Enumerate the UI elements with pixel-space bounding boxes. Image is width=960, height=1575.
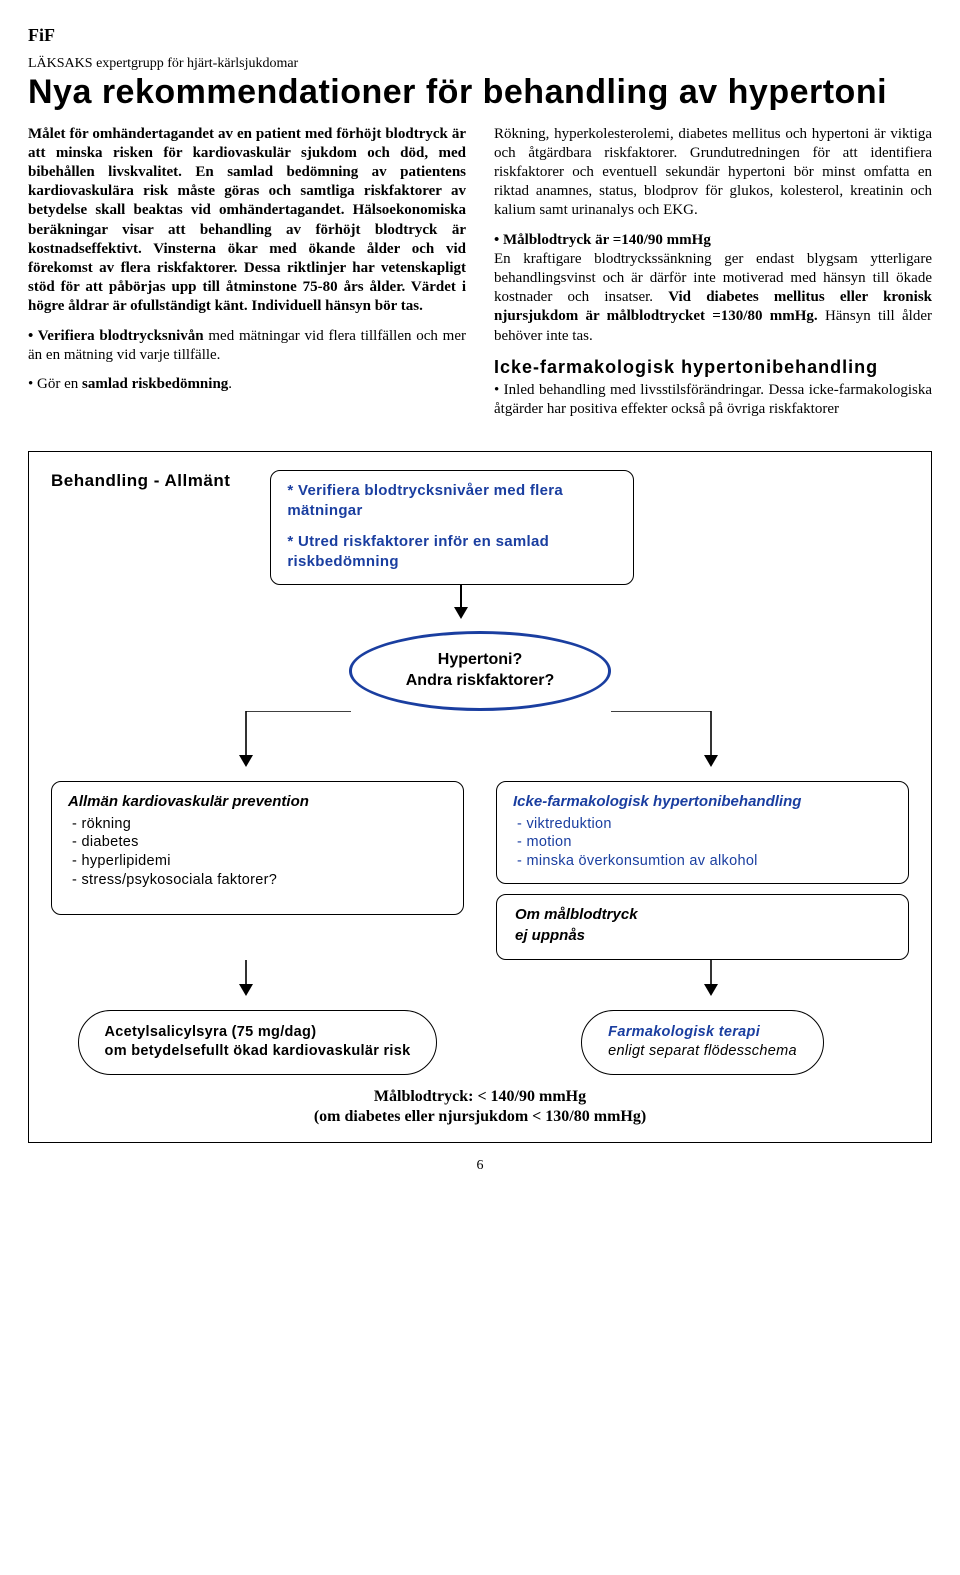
verify-line-1: * Verifiera blodtrycksnivåer med flera m… bbox=[287, 481, 617, 522]
pharm-title: Farmakologisk terapi bbox=[608, 1023, 797, 1043]
nonpharm-box: Icke-farmakologisk hypertonibehandling v… bbox=[496, 781, 909, 884]
mid-row: Allmän kardiovaskulär prevention rökning… bbox=[51, 781, 909, 960]
pharm-pill: Farmakologisk terapi enligt separat flöd… bbox=[581, 1010, 824, 1075]
decision-row: Hypertoni? Andra riskfaktorer? bbox=[51, 631, 909, 711]
list-item: rökning bbox=[72, 815, 447, 834]
nonpharm-list: viktreduktion motion minska överkonsumti… bbox=[513, 815, 892, 871]
asa-pill: Acetylsalicylsyra (75 mg/dag) om betydel… bbox=[78, 1010, 438, 1075]
asa-line-1: Acetylsalicylsyra (75 mg/dag) bbox=[105, 1023, 411, 1043]
list-item: minska överkonsumtion av alkohol bbox=[517, 852, 892, 871]
left-bullet-1: • Verifiera blodtrycksnivån med mätninga… bbox=[28, 327, 466, 365]
follow-line-1: Om målblodtryck bbox=[515, 905, 890, 924]
arrow-1 bbox=[51, 585, 909, 621]
nonpharm-col: Icke-farmakologisk hypertonibehandling v… bbox=[496, 781, 909, 960]
right-para-3: • Inled behandling med livsstilsförändri… bbox=[494, 381, 932, 419]
list-item: motion bbox=[517, 833, 892, 852]
arrows-down-icon bbox=[51, 960, 951, 1000]
flowchart-section-title: Behandling - Allmänt bbox=[51, 470, 230, 492]
left-bullet-2-post: . bbox=[228, 376, 232, 392]
right-bullet-1-bold: • Målblodtryck är =140/90 mmHg bbox=[494, 232, 711, 248]
kicker: LÄKSAKS expertgrupp för hjärt-kärlsjukdo… bbox=[28, 55, 932, 73]
list-item: diabetes bbox=[72, 833, 447, 852]
asa-col: Acetylsalicylsyra (75 mg/dag) om betydel… bbox=[51, 1010, 464, 1075]
left-bullet-2: • Gör en samlad riskbedömning. bbox=[28, 375, 466, 394]
prevention-title: Allmän kardiovaskulär prevention bbox=[68, 792, 447, 811]
pharm-col: Farmakologisk terapi enligt separat flöd… bbox=[496, 1010, 909, 1075]
oval-line-1: Hypertoni? bbox=[406, 650, 555, 671]
right-para-2: En kraftigare blodtryckssänkning ger end… bbox=[494, 250, 932, 346]
page-number: 6 bbox=[28, 1157, 932, 1175]
right-column: Rökning, hyperkolesterolemi, diabetes me… bbox=[494, 125, 932, 429]
arrow-down-icon bbox=[51, 585, 951, 621]
body-columns: Målet för omhändertagandet av en patient… bbox=[28, 125, 932, 429]
pharm-sub: enligt separat flödesschema bbox=[608, 1042, 797, 1062]
bottom-row: Acetylsalicylsyra (75 mg/dag) om betydel… bbox=[51, 1010, 909, 1075]
left-bullet-2-pre: • Gör en bbox=[28, 376, 82, 392]
prevention-col: Allmän kardiovaskulär prevention rökning… bbox=[51, 781, 464, 960]
left-bullet-1-bold: • Verifiera blodtrycksnivån bbox=[28, 328, 204, 344]
verify-line-2: * Utred riskfaktorer inför en samlad ris… bbox=[287, 532, 617, 573]
arrows-2 bbox=[51, 960, 909, 1000]
headline: Nya rekommendationer för behandling av h… bbox=[28, 75, 932, 111]
branch-arrows-icon bbox=[51, 711, 951, 771]
left-column: Målet för omhändertagandet av en patient… bbox=[28, 125, 466, 429]
prevention-list: rökning diabetes hyperlipidemi stress/ps… bbox=[68, 815, 447, 889]
follow-box: Om målblodtryck ej uppnås bbox=[496, 894, 909, 960]
flowchart-footer: Målblodtryck: < 140/90 mmHg (om diabetes… bbox=[51, 1087, 909, 1128]
follow-line-2: ej uppnås bbox=[515, 926, 890, 945]
left-bullet-2-bold: samlad riskbedömning bbox=[82, 376, 228, 392]
footer-line-2: (om diabetes eller njursjukdom < 130/80 … bbox=[51, 1107, 909, 1127]
decision-oval: Hypertoni? Andra riskfaktorer? bbox=[349, 631, 612, 711]
nonpharm-title: Icke-farmakologisk hypertonibehandling bbox=[513, 792, 892, 811]
footer-line-1: Målblodtryck: < 140/90 mmHg bbox=[51, 1087, 909, 1107]
flowchart: Behandling - Allmänt * Verifiera blodtry… bbox=[28, 451, 932, 1143]
list-item: stress/psykosociala faktorer? bbox=[72, 871, 447, 890]
magazine-tag: FiF bbox=[28, 24, 932, 47]
asa-line-2: om betydelsefullt ökad kardiovaskulär ri… bbox=[105, 1042, 411, 1062]
flowchart-top-row: Behandling - Allmänt * Verifiera blodtry… bbox=[51, 470, 909, 585]
right-section-head: Icke-farmakologisk hypertonibehandling bbox=[494, 356, 932, 379]
list-item: hyperlipidemi bbox=[72, 852, 447, 871]
lead-paragraph: Målet för omhändertagandet av en patient… bbox=[28, 125, 466, 317]
branch-connectors bbox=[51, 711, 909, 771]
oval-line-2: Andra riskfaktorer? bbox=[406, 671, 555, 692]
right-bullet-1: • Målblodtryck är =140/90 mmHg bbox=[494, 231, 932, 250]
list-item: viktreduktion bbox=[517, 815, 892, 834]
right-para-1: Rökning, hyperkolesterolemi, diabetes me… bbox=[494, 125, 932, 221]
verify-box: * Verifiera blodtrycksnivåer med flera m… bbox=[270, 470, 634, 585]
prevention-box: Allmän kardiovaskulär prevention rökning… bbox=[51, 781, 464, 915]
